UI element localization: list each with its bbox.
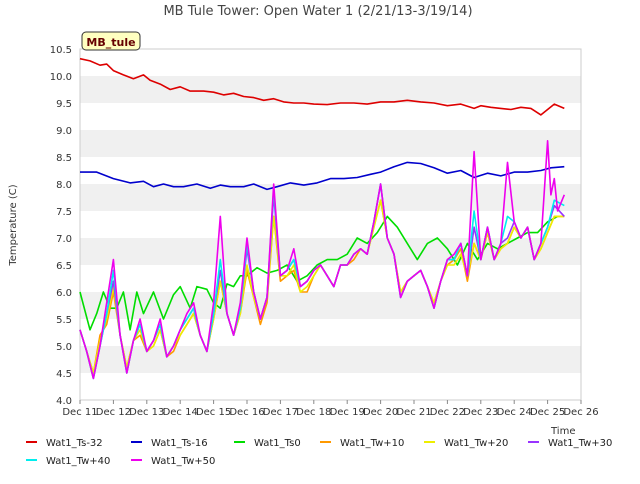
y-tick-label: 10.0 <box>50 72 72 83</box>
y-tick-label: 5.5 <box>56 315 72 326</box>
y-tick-label: 6.5 <box>56 261 72 272</box>
series-line-wat1_tw+50 <box>79 140 566 380</box>
x-tick-label: Dec 20 <box>363 407 398 418</box>
y-tick-label: 5.0 <box>56 342 72 353</box>
x-tick-label: Dec 25 <box>530 407 565 418</box>
legend-label: Wat1_Ts-16 <box>151 438 208 449</box>
y-tick-label: 10.5 <box>50 45 72 56</box>
x-tick-label: Dec 18 <box>296 407 331 418</box>
y-tick-label: 4.0 <box>56 396 72 407</box>
x-tick-label: Dec 17 <box>263 407 298 418</box>
grid-bands <box>80 76 581 373</box>
x-tick-label: Dec 15 <box>196 407 231 418</box>
x-tick-label: Dec 24 <box>497 407 532 418</box>
y-tick-label: 9.0 <box>56 126 72 137</box>
grid-band <box>80 346 581 373</box>
grid-band <box>80 184 581 211</box>
x-tick-label: Dec 11 <box>62 407 97 418</box>
x-tick-label: Dec 13 <box>129 407 164 418</box>
site-label-text: MB_tule <box>86 36 135 49</box>
chart-title: MB Tule Tower: Open Water 1 (2/21/13-3/1… <box>163 4 472 19</box>
legend: Wat1_Ts-32 Wat1_Ts-16 Wat1_Ts0 Wat1_Tw+10 Wa… <box>26 438 612 467</box>
series-line-wat1_ts-16 <box>80 161 565 191</box>
y-tick-label: 7.0 <box>56 234 72 245</box>
series-layer <box>79 57 566 380</box>
x-tick-label: Dec 19 <box>330 407 365 418</box>
y-tick-label: 6.0 <box>56 288 72 299</box>
x-axis-label: Time <box>550 426 575 437</box>
x-tick-label: Dec 23 <box>463 407 498 418</box>
x-tick-label: Dec 12 <box>96 407 131 418</box>
series-line-wat1_ts-32 <box>79 57 565 116</box>
y-axis-label: Temperature (C) <box>8 184 19 266</box>
grid-band <box>80 130 581 157</box>
legend-label: Wat1_Tw+40 <box>46 456 110 467</box>
legend-label: Wat1_Tw+10 <box>340 438 404 449</box>
grid-band <box>80 238 581 265</box>
legend-label: Wat1_Tw+30 <box>548 438 612 449</box>
y-tick-label: 8.5 <box>56 153 72 164</box>
legend-label: Wat1_Ts0 <box>254 438 301 449</box>
grid-band <box>80 292 581 319</box>
legend-label: Wat1_Ts-32 <box>46 438 103 449</box>
y-tick-label: 9.5 <box>56 99 72 110</box>
legend-label: Wat1_Tw+20 <box>444 438 508 449</box>
y-axis-ticks: 4.0 4.5 5.0 5.5 6.0 6.5 7.0 7.5 8.0 8.5 9.0 9.5 10.0… <box>50 45 72 407</box>
y-tick-label: 4.5 <box>56 369 72 380</box>
plot-frame <box>79 48 582 401</box>
x-tick-label: Dec 26 <box>563 407 598 418</box>
legend-label: Wat1_Tw+50 <box>151 456 215 467</box>
y-tick-label: 7.5 <box>56 207 72 218</box>
grid-band <box>80 76 581 103</box>
x-tick-label: Dec 21 <box>396 407 431 418</box>
site-label-badge: MB_tule <box>81 31 141 51</box>
x-tick-label: Dec 22 <box>430 407 465 418</box>
site-label-box <box>81 31 141 51</box>
x-tick-label: Dec 14 <box>163 407 198 418</box>
x-tick-label: Dec 16 <box>229 407 264 418</box>
y-tick-label: 8.0 <box>56 180 72 191</box>
